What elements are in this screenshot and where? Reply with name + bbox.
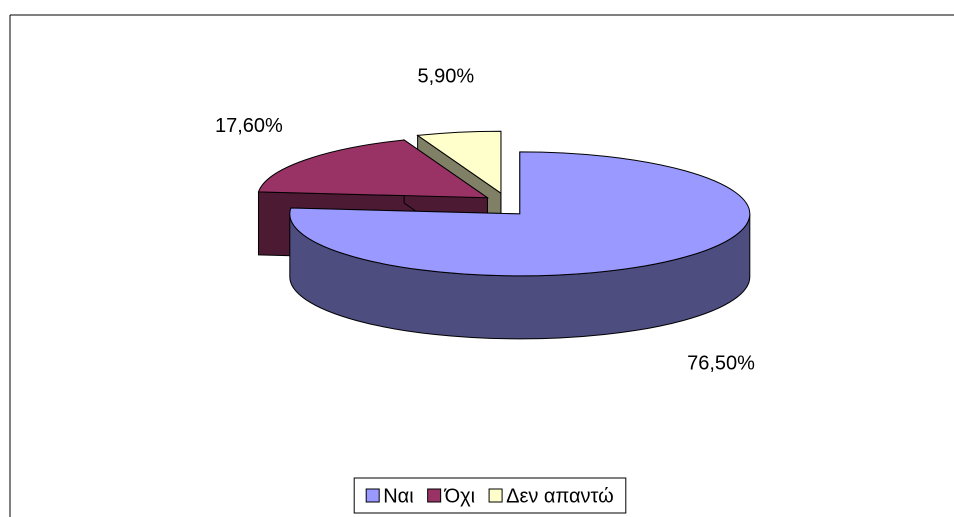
legend-swatch	[427, 488, 442, 503]
slice	[257, 139, 490, 199]
legend-label: Ναι	[383, 485, 413, 507]
legend-swatch	[365, 488, 380, 503]
data-label: 17,60%	[215, 115, 283, 137]
data-label: 76,50%	[687, 352, 755, 374]
legend-label: Δεν απαντώ	[506, 485, 614, 507]
slice	[416, 130, 502, 195]
legend-swatch	[488, 488, 503, 503]
legend-label: Όχι	[444, 485, 475, 507]
slice	[289, 151, 751, 277]
data-label: 5,90%	[417, 66, 474, 88]
